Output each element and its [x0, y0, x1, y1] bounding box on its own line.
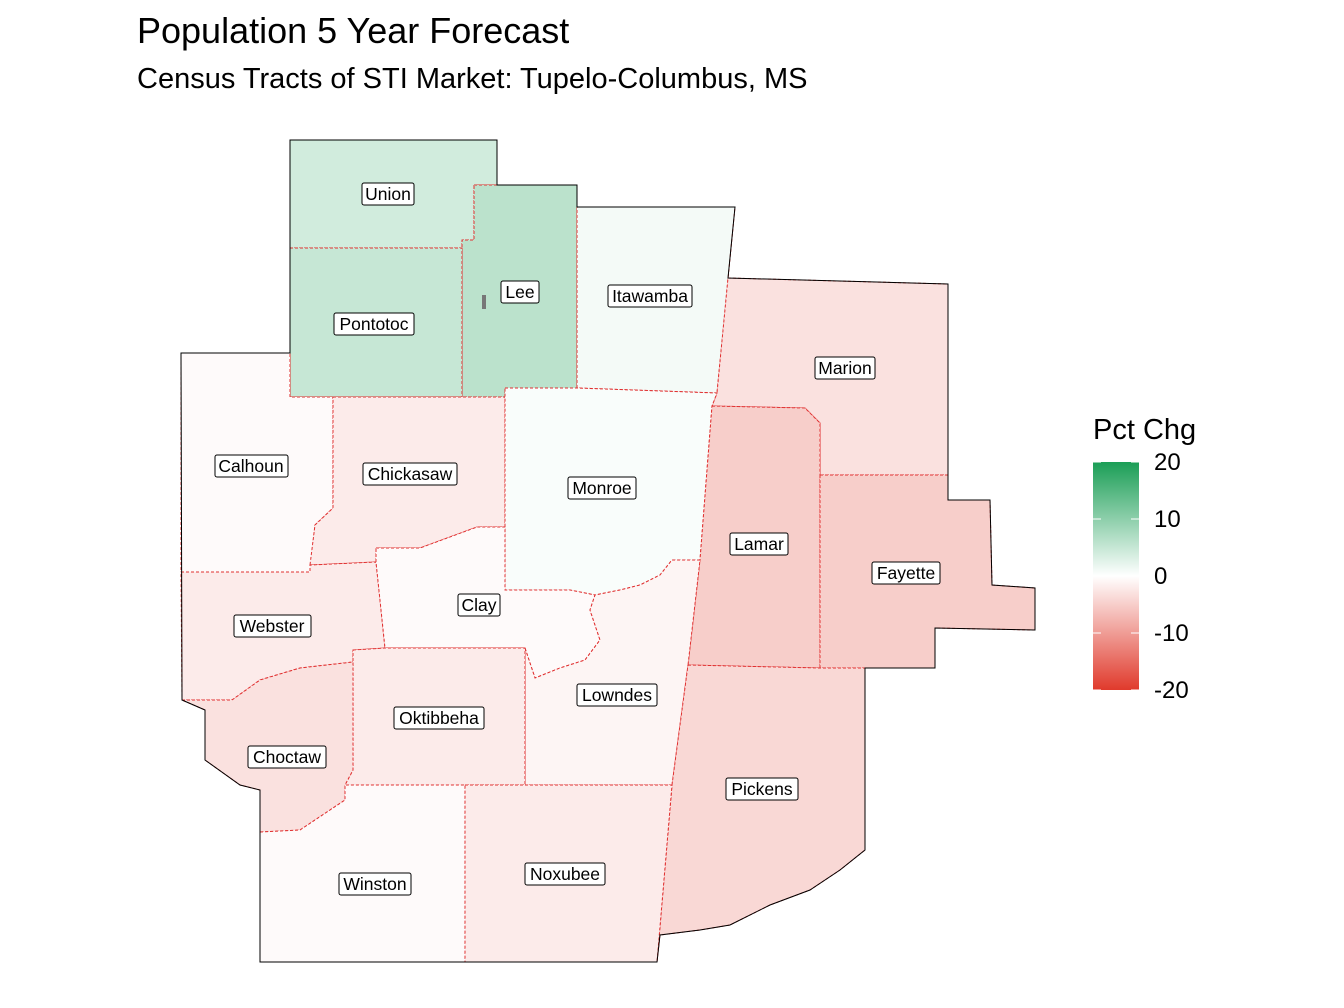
label-union: Union	[361, 182, 415, 206]
label-clay: Clay	[457, 593, 501, 617]
svg-text:Lamar: Lamar	[734, 534, 784, 554]
label-webster: Webster	[233, 614, 312, 638]
svg-text:Lowndes: Lowndes	[582, 685, 652, 705]
svg-text:Choctaw: Choctaw	[253, 747, 321, 767]
svg-text:Marion: Marion	[818, 358, 872, 378]
svg-text:Webster: Webster	[240, 616, 305, 636]
svg-text:Pontotoc: Pontotoc	[339, 314, 408, 334]
label-lowndes: Lowndes	[576, 683, 658, 707]
label-itawamba: Itawamba	[607, 284, 693, 308]
svg-text:Oktibbeha: Oktibbeha	[399, 708, 479, 728]
legend-tick-marks	[1093, 461, 1139, 691]
label-choctaw: Choctaw	[247, 745, 327, 769]
svg-text:Winston: Winston	[343, 874, 406, 894]
county-pickens	[656, 664, 866, 963]
label-calhoun: Calhoun	[214, 454, 289, 478]
label-fayette: Fayette	[871, 561, 941, 585]
svg-text:Itawamba: Itawamba	[612, 286, 688, 306]
label-pickens: Pickens	[725, 777, 799, 801]
svg-text:Monroe: Monroe	[572, 478, 631, 498]
legend-tick-label: -10	[1154, 620, 1189, 647]
svg-text:Lee: Lee	[505, 282, 534, 302]
svg-text:Fayette: Fayette	[877, 563, 935, 583]
svg-text:Clay: Clay	[461, 595, 496, 615]
label-oktibbeha: Oktibbeha	[393, 706, 485, 730]
market-boundary	[180, 139, 1036, 963]
legend-tick-label: 10	[1154, 506, 1181, 533]
legend-title: Pct Chg	[1093, 414, 1197, 446]
label-noxubee: Noxubee	[524, 862, 606, 886]
label-chickasaw: Chickasaw	[362, 462, 458, 486]
tract-marker	[482, 295, 486, 309]
page-title: Population 5 Year Forecast	[137, 10, 570, 51]
label-pontotoc: Pontotoc	[333, 312, 415, 336]
svg-text:Pickens: Pickens	[731, 779, 793, 799]
label-lee: Lee	[500, 280, 540, 304]
label-winston: Winston	[338, 872, 412, 896]
label-monroe: Monroe	[567, 476, 637, 500]
svg-text:Noxubee: Noxubee	[530, 864, 600, 884]
svg-text:Calhoun: Calhoun	[218, 456, 283, 476]
label-lamar: Lamar	[729, 532, 789, 556]
legend-tick-label: -20	[1154, 677, 1189, 704]
svg-text:Union: Union	[365, 184, 411, 204]
page-subtitle: Census Tracts of STI Market: Tupelo-Colu…	[137, 63, 808, 95]
svg-text:Chickasaw: Chickasaw	[368, 464, 453, 484]
legend-tick-label: 0	[1154, 563, 1168, 590]
legend-tick-label: 20	[1154, 449, 1181, 476]
county-lowndes	[524, 559, 701, 786]
label-marion: Marion	[814, 356, 876, 380]
